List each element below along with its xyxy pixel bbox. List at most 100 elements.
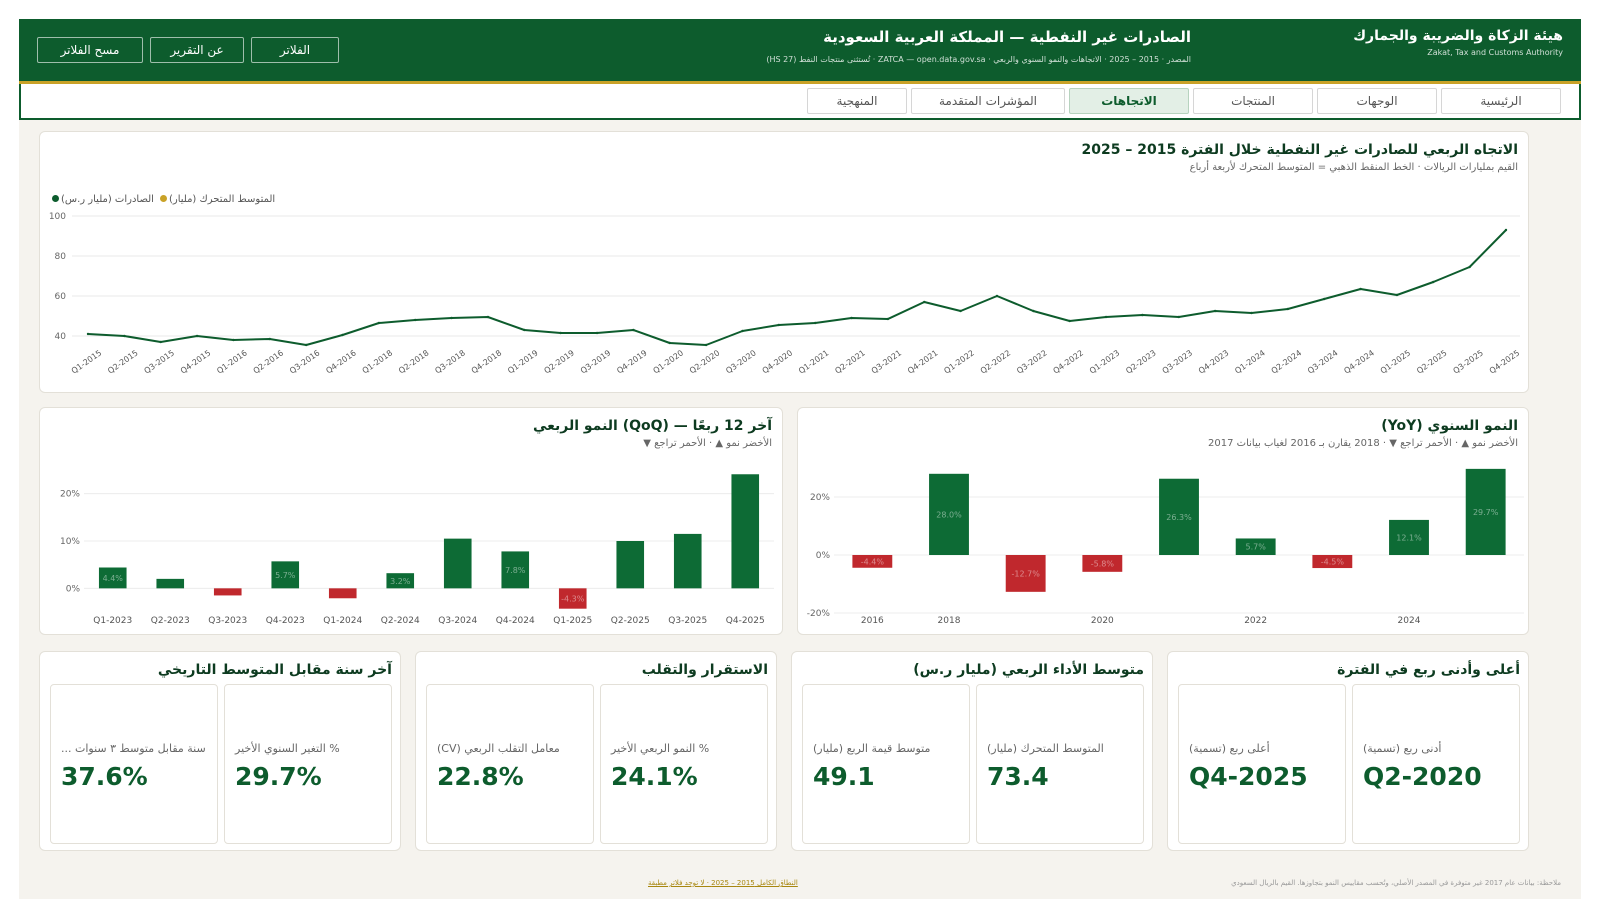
x-tick-label: Q2-2019: [542, 348, 576, 375]
data-label: 7.8%: [505, 566, 526, 575]
data-point: [1213, 309, 1217, 313]
bar: [98, 567, 127, 589]
bar: [1082, 555, 1123, 572]
data-point: [813, 321, 817, 325]
x-tick-label: 2020: [1091, 616, 1114, 626]
data-label: 28.0%: [936, 510, 962, 519]
kpi-card-extremes: أعلى وأدنى ربع في الفترة أدنى ربع (تسمية…: [1167, 651, 1529, 851]
x-tick-label: Q4-2024: [1342, 348, 1376, 375]
tab-advanced-indicators[interactable]: المؤشرات المتقدمة: [911, 88, 1065, 114]
data-point: [1068, 319, 1071, 323]
kpi-label: المتوسط المتحرك (مليار): [987, 742, 1104, 755]
data-point: [1286, 307, 1290, 311]
about-report-button[interactable]: عن التقرير: [150, 37, 244, 63]
data-point: [341, 333, 344, 337]
legend-label-ma: المتوسط المتحرك (مليار): [168, 194, 276, 205]
title-block: الصادرات غير النفطية — المملكة العربية ا…: [766, 28, 1191, 64]
data-label: -4.4%: [861, 557, 885, 566]
data-point: [995, 294, 999, 298]
tab-products[interactable]: المنتجات: [1193, 88, 1313, 114]
y-tick-label: 40: [55, 332, 67, 342]
bar: [1005, 555, 1046, 592]
bar: [386, 573, 415, 589]
tab-home[interactable]: الرئيسية: [1441, 88, 1561, 114]
y-tick-label: 80: [55, 252, 67, 262]
kpi-card-volatility: الاستقرار والتقلب % النمو الربعي الأخير …: [415, 651, 777, 851]
x-tick-label: Q2-2016: [252, 348, 286, 375]
x-tick-label: Q3-2016: [288, 348, 322, 375]
data-point: [1432, 280, 1435, 284]
data-point: [232, 338, 235, 342]
kpi-highest-quarter: أعلى ربع (تسمية) Q4-2025: [1178, 684, 1346, 844]
x-tick-label: 2016: [861, 616, 884, 626]
bar: [271, 561, 300, 589]
bar: [213, 588, 242, 596]
clear-filters-button[interactable]: مسح الفلاتر: [37, 37, 143, 63]
filters-button[interactable]: الفلاتر: [251, 37, 339, 63]
kpi-value: 73.4: [987, 762, 1049, 791]
bar: [1312, 555, 1353, 569]
kpi-quarter-average: متوسط قيمة الربع (مليار) 49.1: [802, 684, 970, 844]
data-point: [1468, 265, 1471, 269]
data-point: [777, 323, 781, 327]
data-point: [450, 316, 453, 320]
x-tick-label: Q3-2018: [433, 348, 467, 375]
x-tick-label: Q3-2024: [438, 616, 477, 626]
data-point: [414, 318, 417, 322]
x-tick-label: Q1-2023: [1088, 348, 1122, 375]
data-label: 29.7%: [1473, 508, 1499, 517]
x-tick-label: Q1-2019: [506, 348, 540, 375]
data-label: 12.1%: [1396, 533, 1422, 542]
y-tick-label: 20%: [810, 493, 830, 503]
kpi-value: 49.1: [813, 762, 875, 791]
kpi-cv: معامل التقلب الربعي (CV) 22.8%: [426, 684, 594, 844]
tab-methodology[interactable]: المنهجية: [807, 88, 907, 114]
data-point: [195, 334, 199, 338]
kpi-card-average: متوسط الأداء الربعي (مليار ر.س) المتوسط …: [791, 651, 1153, 851]
x-tick-label: 2022: [1244, 616, 1267, 626]
data-point: [595, 331, 599, 335]
x-tick-label: Q1-2016: [215, 348, 249, 375]
kpi-card-lastyear: آخر سنة مقابل المتوسط التاريخي % التغير …: [39, 651, 401, 851]
x-tick-label: Q3-2023: [1161, 348, 1195, 375]
x-tick-label: Q1-2022: [942, 348, 976, 375]
x-tick-label: Q2-2020: [688, 348, 722, 375]
kpi-value: Q2-2020: [1363, 762, 1482, 791]
x-tick-label: Q2-2018: [397, 348, 431, 375]
data-label: -5.8%: [1091, 559, 1115, 568]
tab-trends[interactable]: الاتجاهات: [1069, 88, 1189, 114]
header-buttons: مسح الفلاتر عن التقرير الفلاتر: [37, 37, 339, 63]
x-tick-label: Q3-2022: [1015, 348, 1049, 375]
data-point: [1032, 309, 1035, 313]
trend-title: الاتجاه الربعي للصادرات غير النفطية خلال…: [1081, 142, 1518, 158]
data-point: [159, 340, 162, 344]
x-tick-label: Q1-2025: [553, 616, 592, 626]
footer-range-link[interactable]: النطاق الكامل 2015 – 2025 · لا توجد فلات…: [648, 879, 798, 887]
x-tick-label: Q3-2019: [579, 348, 613, 375]
kpi-last-qoq: % النمو الربعي الأخير 24.1%: [600, 684, 768, 844]
bar: [156, 578, 185, 589]
tab-destinations[interactable]: الوجهات: [1317, 88, 1437, 114]
data-point: [1395, 293, 1399, 297]
kpi-title-lastyear: آخر سنة مقابل المتوسط التاريخي: [157, 662, 392, 678]
data-label: 3.2%: [390, 577, 411, 586]
data-point: [923, 300, 926, 304]
legend-item-exports: الصادرات (مليار ر.س): [52, 194, 154, 205]
page-subtitle: المصدر · 2015 – 2025 · الاتجاهات والنمو …: [766, 55, 1191, 64]
yoy-chart: 20% 0% -20% -4.4% 2016 28.0% 2018 -12.7% -5.8% 20…: [807, 468, 1524, 626]
x-tick-label: Q3-2020: [724, 348, 758, 375]
yoy-title: النمو السنوي (YoY): [1381, 418, 1518, 434]
y-tick-label: 0%: [816, 551, 831, 561]
kpi-value: 29.7%: [235, 762, 322, 791]
y-tick-label: 60: [55, 292, 67, 302]
org-name-ar: هيئة الزكاة والضريبة والجمارك: [1353, 28, 1563, 44]
data-point: [86, 332, 90, 336]
trend-subtitle: القيم بمليارات الريالات · الخط المنقط ال…: [1189, 162, 1518, 173]
x-tick-label: Q4-2018: [470, 348, 504, 375]
trend-card: الاتجاه الربعي للصادرات غير النفطية خلال…: [39, 131, 1529, 393]
data-point: [1504, 228, 1508, 232]
trend-legend: الصادرات (مليار ر.س) المتوسط المتحرك (مل…: [52, 194, 275, 205]
bar: [852, 555, 893, 568]
kpi-label: أعلى ربع (تسمية): [1189, 742, 1270, 755]
bar: [929, 473, 969, 555]
